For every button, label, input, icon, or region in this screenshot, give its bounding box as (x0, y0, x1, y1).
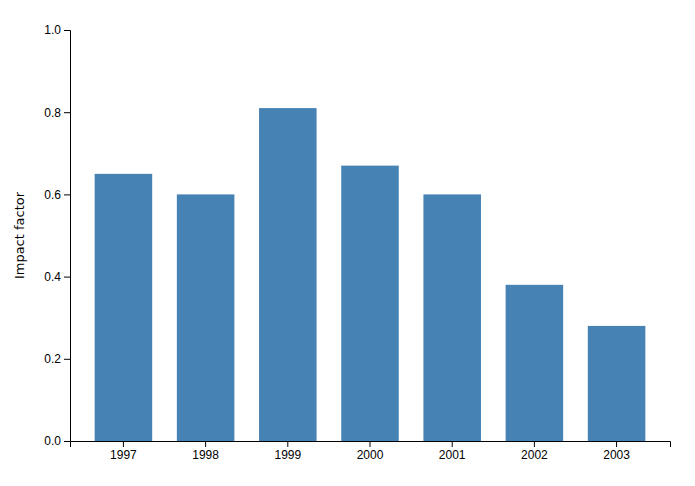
y-axis-line (64, 31, 71, 442)
x-tick-mark (616, 441, 617, 447)
y-tick: 0.8 (44, 106, 70, 120)
x-tick-mark (370, 441, 371, 447)
x-tick-mark (123, 441, 124, 447)
x-tick-label: 2000 (357, 448, 384, 462)
y-tick-label: 0.4 (44, 270, 61, 284)
bar (341, 166, 399, 441)
x-tick-label: 1999 (274, 448, 301, 462)
y-tick-mark (64, 30, 70, 31)
y-tick-mark (64, 112, 70, 113)
y-tick: 0.0 (44, 434, 70, 448)
bar (506, 285, 564, 441)
y-tick-label: 0.6 (44, 188, 61, 202)
x-tick: 1998 (192, 441, 219, 462)
y-tick-mark (64, 359, 70, 360)
y-tick-mark (64, 194, 70, 195)
x-tick-mark (452, 441, 453, 447)
x-tick-label: 1998 (192, 448, 219, 462)
y-tick-label: 0.8 (44, 106, 61, 120)
y-tick: 0.4 (44, 270, 70, 284)
x-tick: 2001 (439, 441, 466, 462)
y-axis: 0.0 0.2 0.4 0.6 0.8 1.0 (44, 23, 70, 448)
bar (588, 326, 646, 441)
x-tick: 2002 (521, 441, 548, 462)
x-tick-label: 2002 (521, 448, 548, 462)
y-tick: 0.6 (44, 188, 70, 202)
y-tick-mark (64, 441, 70, 442)
x-tick: 2000 (357, 441, 384, 462)
y-tick: 0.2 (44, 352, 70, 366)
y-tick-mark (64, 277, 70, 278)
x-tick: 1999 (274, 441, 301, 462)
x-tick-label: 2003 (603, 448, 630, 462)
y-tick-label: 0.2 (44, 352, 61, 366)
x-tick-label: 1997 (110, 448, 137, 462)
x-tick: 1997 (110, 441, 137, 462)
y-axis-title: Impact factor (12, 191, 27, 279)
x-axis: 1997 1998 1999 2000 2001 2002 2003 (71, 441, 671, 462)
x-tick: 2003 (603, 441, 630, 462)
chart: 0.0 0.2 0.4 0.6 0.8 1.0 1997 1998 1999 2000 2001 20… (0, 0, 695, 486)
plot: 0.0 0.2 0.4 0.6 0.8 1.0 1997 1998 1999 2000 2001 20… (44, 23, 670, 461)
x-tick-label: 2001 (439, 448, 466, 462)
y-tick-label: 0.0 (44, 434, 61, 448)
x-tick-mark (205, 441, 206, 447)
bar (423, 194, 481, 441)
x-axis-line (71, 442, 671, 448)
x-tick-mark (287, 441, 288, 447)
bar (95, 174, 153, 441)
x-tick-mark (534, 441, 535, 447)
bars (95, 108, 646, 441)
bar (259, 108, 317, 441)
y-tick: 1.0 (44, 23, 70, 37)
y-tick-label: 1.0 (44, 23, 61, 37)
bar (177, 194, 235, 441)
